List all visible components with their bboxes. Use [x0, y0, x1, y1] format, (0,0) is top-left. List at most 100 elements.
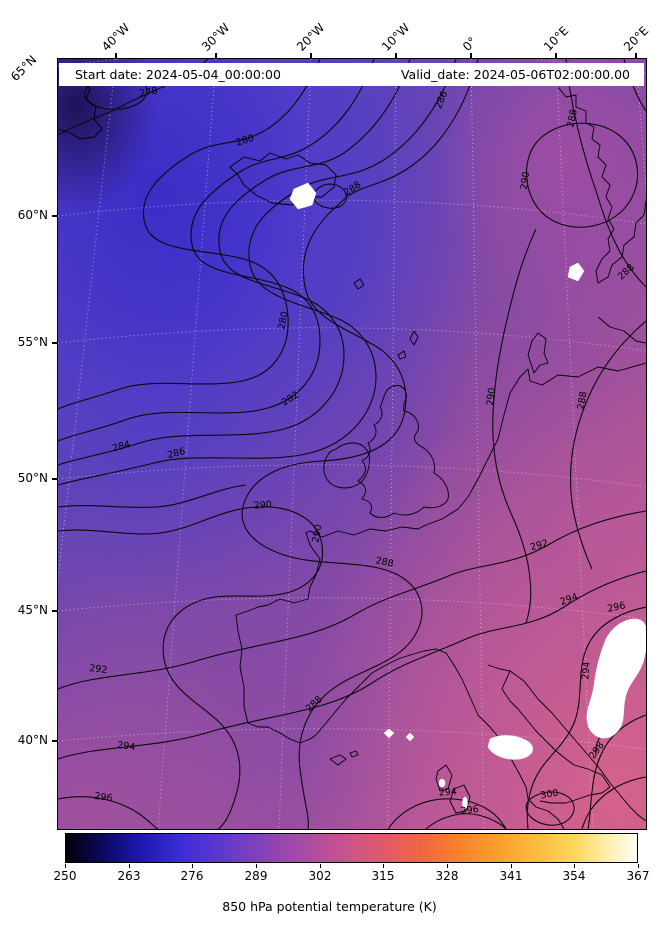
contour-label: 290	[253, 499, 272, 511]
colorbar-tick-label: 289	[244, 869, 268, 883]
contour-line-292	[57, 510, 647, 690]
lon-tick-label: 20°W	[294, 20, 328, 54]
lat-tick-label: 45°N	[17, 603, 48, 617]
terrain-mask-spot-2	[405, 732, 415, 742]
colorbar-tick-label: 263	[117, 869, 141, 883]
colorbar-tick	[256, 864, 257, 868]
axis-tick	[215, 53, 217, 58]
contour-line-290-west	[57, 506, 324, 830]
lon-tick-label: 0°	[460, 34, 480, 54]
contour-label: 288	[375, 555, 395, 570]
colorbar-tick-label: 367	[626, 869, 650, 883]
contour-map-svg: 278 280 280 282 284 286 286 288 288 290 …	[29, 48, 659, 830]
colorbar-tick	[638, 864, 639, 868]
colorbar-tick	[129, 864, 130, 868]
lon-tick-label: 10°W	[379, 20, 413, 54]
colorbar-tick-label: 354	[562, 869, 586, 883]
colorbar-label: 850 hPa potential temperature (K)	[222, 899, 437, 914]
coastline-balearics	[329, 754, 347, 766]
contour-label: 296	[94, 791, 113, 804]
colorbar	[65, 833, 638, 863]
colorbar-tick-label: 302	[308, 869, 332, 883]
contour-label: 288	[565, 108, 580, 128]
colorbar-tick	[511, 864, 512, 868]
lat-tick-label: 50°N	[17, 471, 48, 485]
colorbar-tick	[574, 864, 575, 868]
lat-tick-label: 40°N	[17, 733, 48, 747]
terrain-masks	[289, 182, 648, 810]
gridline-lat-50	[57, 464, 647, 488]
axis-tick	[555, 53, 557, 58]
colorbar-tick	[192, 864, 193, 868]
lon-tick-label: 40°W	[99, 20, 133, 54]
contour-line-284	[57, 58, 411, 466]
gridline-lon-30w	[157, 58, 217, 830]
coastline-sardinia	[449, 784, 471, 814]
lon-tick-label: 30°W	[199, 20, 233, 54]
terrain-mask-alps	[586, 618, 648, 739]
contour-line-300	[581, 776, 647, 830]
colorbar-tick-label: 341	[499, 869, 523, 883]
colorbar-tick-label: 276	[180, 869, 204, 883]
contour-label: 300	[540, 788, 560, 802]
coastline-orkney	[397, 350, 407, 360]
contour-line-296-southwest	[57, 796, 159, 830]
terrain-mask-norway-mountains	[567, 262, 585, 282]
gridline-lat-60	[57, 199, 647, 225]
contour-line-288-norway	[565, 58, 647, 288]
date-annotation-bar: Start date: 2024-05-04_00:00:00 Valid_da…	[59, 63, 644, 86]
coastline-faroe	[353, 278, 365, 290]
contour-line-288-west	[57, 484, 247, 508]
axis-tick	[470, 53, 472, 58]
coastlines	[57, 72, 659, 830]
map-canvas: 278 280 280 282 284 286 286 288 288 290 …	[29, 48, 659, 830]
colorbar-tick	[320, 864, 321, 868]
contour-line-282	[57, 58, 375, 442]
contour-line-298	[587, 714, 647, 830]
contour-line-296	[526, 606, 647, 830]
contour-label: 278	[139, 86, 159, 100]
gridline-lon-20e	[635, 58, 659, 366]
contour-label: 296	[460, 804, 479, 817]
contour-label: 280	[235, 133, 256, 149]
gridline-lon-10w	[387, 58, 397, 830]
valid-date-text: Valid_date: 2024-05-06T02:00:00.00	[400, 67, 630, 82]
contour-line-288-baltic	[570, 320, 647, 570]
contour-label: 294	[117, 740, 136, 753]
contour-line-290-central	[492, 228, 537, 624]
contour-line-280	[57, 58, 321, 410]
colorbar-tick	[65, 864, 66, 868]
contour-line-296-south	[425, 813, 507, 830]
contour-line-294	[57, 570, 647, 760]
lon-tick-label: 10°E	[541, 23, 572, 54]
terrain-mask-iceland-glacier	[289, 182, 317, 210]
contour-label: 286	[166, 446, 186, 461]
terrain-mask-sardinia-spot	[462, 796, 468, 810]
terrain-mask-dinaric	[487, 735, 533, 760]
coastline-iceland	[229, 152, 337, 206]
contour-label: 288	[576, 391, 590, 411]
coastline-balearics-2	[349, 750, 359, 758]
colorbar-tick-label: 315	[371, 869, 395, 883]
coastline-balkans	[509, 670, 647, 822]
contour-label: 290	[485, 387, 498, 406]
terrain-mask-corsica-spot	[438, 778, 446, 788]
start-date-text: Start date: 2024-05-04_00:00:00	[75, 67, 281, 82]
coastline-ireland	[323, 442, 371, 489]
contour-lines	[57, 58, 647, 830]
coastline-shetland	[409, 330, 419, 346]
contour-label: 294	[580, 661, 593, 680]
coastline-corsica	[435, 764, 453, 792]
field-warm-southeast	[58, 59, 646, 829]
contour-label: 294	[438, 786, 457, 798]
contour-label: 296	[606, 600, 626, 615]
colorbar-tick-label: 250	[53, 869, 77, 883]
contour-label: 290	[519, 171, 532, 190]
temperature-fill-field	[58, 59, 646, 829]
axis-tick	[52, 478, 57, 480]
contour-label: 284	[111, 439, 131, 454]
axis-tick	[635, 53, 637, 58]
colorbar-tick	[383, 864, 384, 868]
lon-tick-label: 20°E	[621, 23, 652, 54]
